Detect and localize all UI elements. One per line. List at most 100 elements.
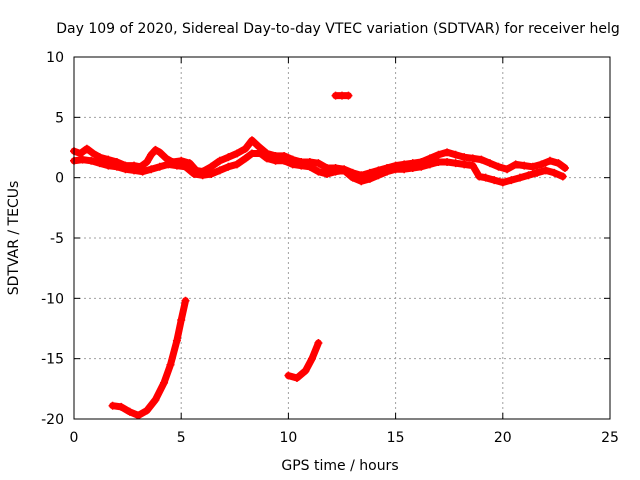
data-point: [207, 162, 216, 171]
data-point: [503, 165, 512, 174]
data-point: [292, 373, 301, 382]
y-axis-label: SDTVAR / TECUs: [6, 181, 22, 296]
data-point: [558, 172, 567, 181]
data-point: [181, 296, 190, 305]
data-point: [95, 159, 104, 168]
data-point: [224, 153, 233, 162]
data-point: [340, 166, 349, 175]
data-point: [82, 144, 91, 153]
data-point: [348, 173, 357, 182]
data-point: [254, 142, 263, 151]
data-point: [207, 170, 216, 179]
x-tick-label: 10: [279, 430, 297, 446]
y-tick-label: 10: [46, 50, 64, 66]
data-point: [498, 178, 507, 187]
data-point: [391, 165, 400, 174]
data-point: [307, 354, 316, 363]
series-band: [284, 339, 322, 382]
y-tick-label: 5: [55, 110, 64, 126]
y-tick-label: -15: [41, 352, 64, 368]
data-point: [515, 173, 524, 182]
data-point: [560, 164, 569, 173]
data-point: [155, 148, 164, 157]
data-point: [490, 176, 499, 185]
data-point: [284, 371, 293, 380]
data-point: [305, 162, 314, 171]
data-point: [301, 366, 310, 375]
data-point: [151, 395, 160, 404]
x-tick-label: 20: [494, 430, 512, 446]
series-2: [331, 91, 353, 100]
data-point: [481, 173, 490, 182]
data-point: [256, 149, 265, 158]
data-point: [181, 162, 190, 171]
data-point: [215, 156, 224, 165]
y-tick-label: -5: [50, 231, 64, 247]
data-point: [280, 156, 289, 165]
data-point: [541, 166, 550, 175]
data-point: [477, 155, 486, 164]
data-point: [331, 167, 340, 176]
data-point: [434, 157, 443, 166]
x-ticks: 0 5 10 15 20 25: [70, 57, 619, 446]
data-point: [533, 168, 542, 177]
data-point: [125, 407, 134, 416]
series-4: [284, 338, 323, 382]
data-point: [528, 162, 537, 171]
data-point: [138, 167, 147, 176]
data-point: [224, 162, 233, 171]
data-point: [460, 160, 469, 169]
data-point: [162, 154, 171, 163]
data-point: [232, 149, 241, 158]
data-point: [112, 162, 121, 171]
series-band: [109, 297, 189, 419]
data-point: [108, 401, 117, 410]
series-1: [70, 149, 567, 187]
data-point: [357, 177, 366, 186]
data-point: [425, 160, 434, 169]
series-layer: [70, 91, 569, 420]
data-point: [134, 411, 143, 420]
data-point: [190, 170, 199, 179]
data-point: [344, 91, 353, 100]
data-point: [241, 144, 250, 153]
data-point: [147, 150, 156, 159]
data-point: [408, 164, 417, 173]
data-point: [374, 171, 383, 180]
series-3: [108, 296, 190, 420]
x-tick-label: 15: [387, 430, 405, 446]
y-tick-label: 0: [55, 171, 64, 187]
data-point: [475, 172, 484, 181]
data-point: [417, 162, 426, 171]
data-point: [87, 156, 96, 165]
data-point: [520, 161, 529, 170]
data-point: [468, 161, 477, 170]
data-point: [524, 171, 533, 180]
data-point: [314, 159, 323, 168]
data-point: [511, 160, 520, 169]
data-point: [443, 148, 452, 157]
data-point: [142, 406, 151, 415]
data-point: [537, 160, 546, 169]
data-point: [78, 155, 87, 164]
data-point: [142, 157, 151, 166]
data-point: [247, 149, 256, 158]
y-tick-label: -10: [41, 291, 64, 307]
data-point: [232, 160, 241, 169]
data-point: [241, 154, 250, 163]
x-axis-label: GPS time / hours: [281, 458, 398, 474]
data-point: [76, 149, 85, 158]
y-ticks: -20 -15 -10 -5 0 5 10: [41, 50, 610, 428]
data-point: [400, 165, 409, 174]
data-point: [383, 167, 392, 176]
data-point: [104, 161, 113, 170]
data-point: [172, 336, 181, 345]
data-point: [314, 338, 323, 347]
x-tick-label: 25: [601, 430, 619, 446]
data-point: [155, 162, 164, 171]
data-point: [215, 166, 224, 175]
chart-title: Day 109 of 2020, Sidereal Day-to-day VTE…: [56, 21, 619, 37]
data-point: [460, 153, 469, 162]
data-point: [89, 149, 98, 158]
data-point: [288, 160, 297, 169]
